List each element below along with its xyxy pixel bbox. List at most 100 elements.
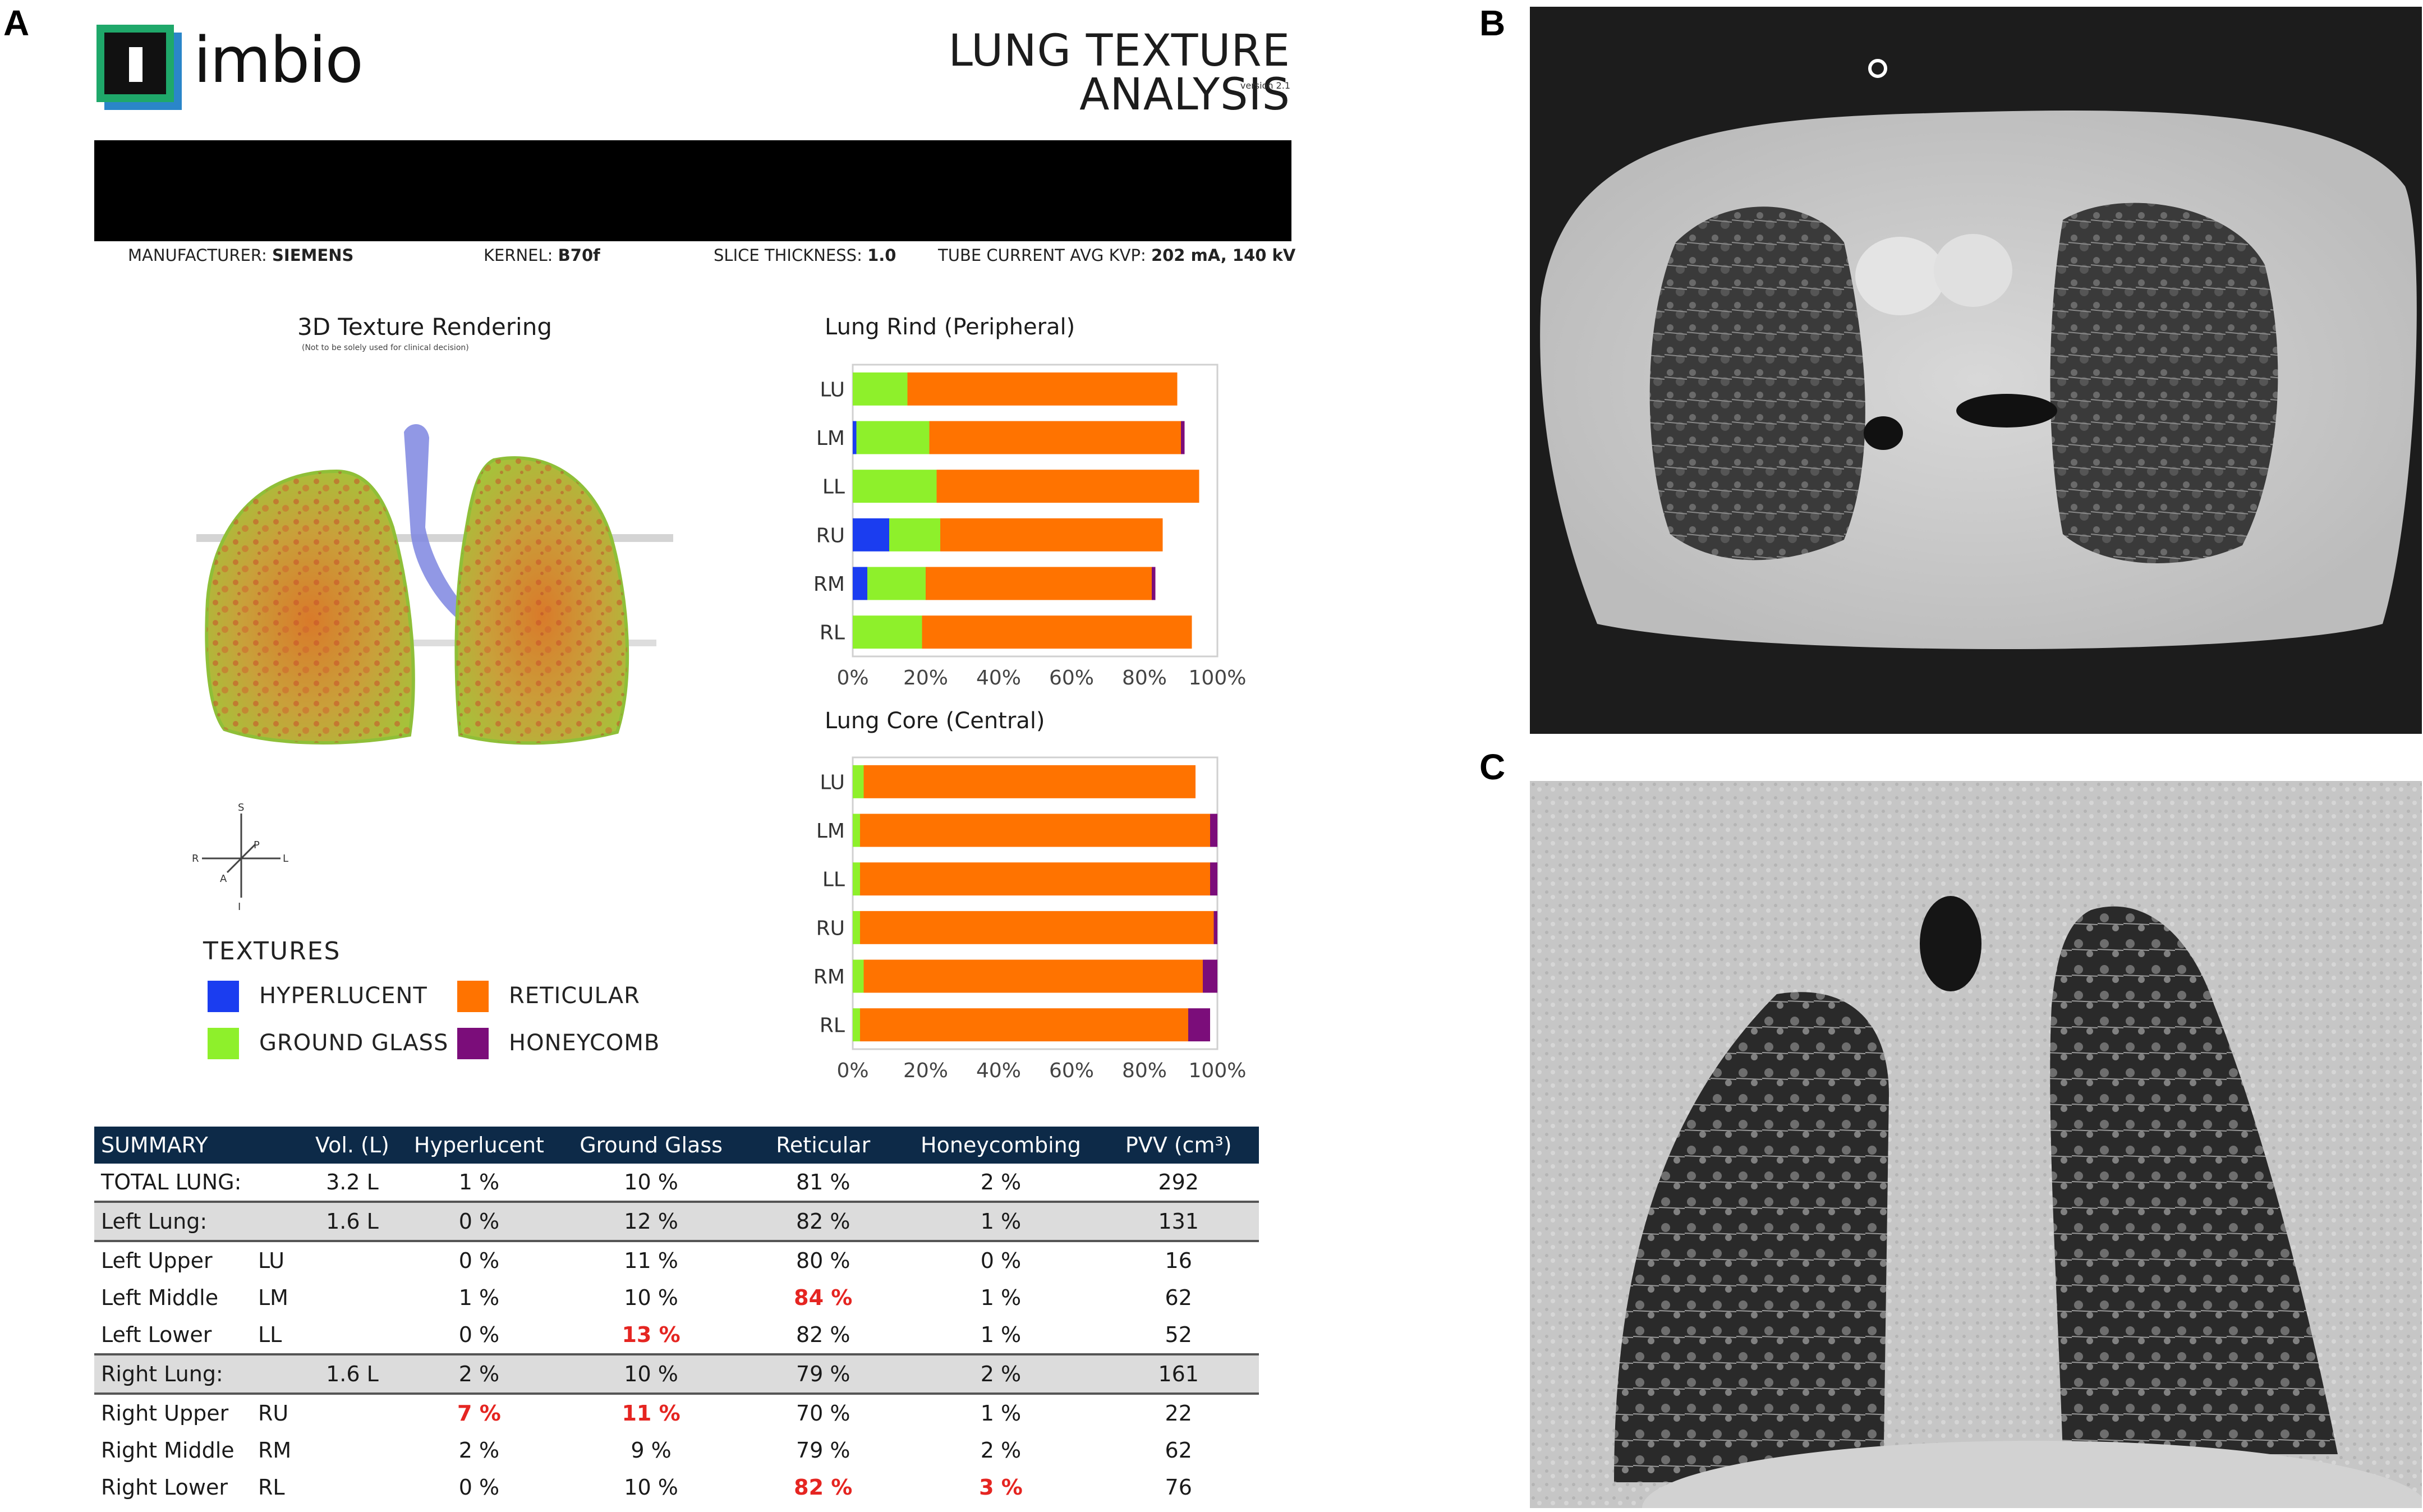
legend-reticular-label: RETICULAR <box>509 983 640 1009</box>
row-lobe-code: RL <box>258 1475 285 1500</box>
cell-pvv: 22 <box>1165 1401 1192 1426</box>
cell-pvv: 62 <box>1165 1438 1192 1463</box>
core-chart: LU LM LL RU RM RL 0% 20% 40% 60% 80% 100% <box>813 756 1247 1082</box>
rind-category-label: LM <box>816 427 845 450</box>
cell-volume: 3.2 L <box>326 1170 379 1194</box>
cell-honey: 2 % <box>903 1353 1098 1395</box>
rind-bar-ll-reticular <box>936 470 1199 503</box>
rind-plot-frame <box>852 364 1219 658</box>
core-bar-rl-reticular <box>860 1008 1188 1042</box>
core-bar-ll-ground-glass <box>853 862 860 896</box>
cell-pvv: 76 <box>1165 1475 1192 1500</box>
report-title: LUNG TEXTURE ANALYSIS <box>948 26 1290 120</box>
row-lobe-code: LU <box>258 1248 285 1273</box>
cell-ret: 82 % <box>796 1322 850 1347</box>
panel-label-b: B <box>1479 3 1506 43</box>
row-lobe-code: RU <box>258 1401 289 1426</box>
core-x-tick-label: 20% <box>903 1059 948 1082</box>
cell-ret: 70 % <box>796 1401 850 1426</box>
rind-bar-lu-ground-glass <box>853 372 908 406</box>
summary-header-row: SUMMARY Vol. (L) Hyperlucent Ground Glas… <box>94 1127 1259 1164</box>
textures-legend-title: TEXTURES <box>203 937 341 966</box>
cell-hyper: 0 % <box>458 1322 500 1347</box>
core-bar-lm-ground-glass <box>853 814 860 847</box>
rendering-title: 3D Texture Rendering <box>297 313 552 341</box>
cell-volume <box>306 1394 398 1432</box>
core-bar-lu-reticular <box>863 765 1196 798</box>
summary-row-label: Left Lung: <box>94 1201 306 1242</box>
tube-current-info: TUBE CURRENT AVG KVP: 202 mA, 140 kV <box>938 246 1296 265</box>
core-bar-lu-ground-glass <box>853 765 864 798</box>
core-bar-ru-ground-glass <box>853 911 860 944</box>
cell-honey: 2 % <box>980 1170 1022 1194</box>
legend-hyperlucent-label: HYPERLUCENT <box>259 983 427 1009</box>
legend-ground-glass-label: GROUND GLASS <box>259 1030 449 1056</box>
cell-honey: 0 % <box>980 1248 1022 1273</box>
cell-honey: 1 % <box>903 1201 1098 1242</box>
rind-category-label: LU <box>820 378 845 401</box>
col-honeycombing: Honeycombing <box>903 1127 1098 1164</box>
col-reticular: Reticular <box>742 1127 904 1164</box>
cell-gg: 11 % <box>622 1401 681 1426</box>
rind-bar-rm-reticular <box>926 567 1152 600</box>
legend-honeycomb-swatch <box>457 1028 489 1059</box>
summary-row-label: Left Middle LM <box>94 1279 306 1316</box>
ct-axial-image <box>1530 7 2422 734</box>
logo-wordmark: imbio <box>194 24 364 97</box>
row-name: Left Lung: <box>101 1209 208 1234</box>
cell-hyper: 2 % <box>458 1438 500 1463</box>
core-category-label: RU <box>816 917 845 940</box>
row-name: Right Middle <box>101 1438 235 1463</box>
summary-row: Right Upper RU 7 % 11 % 70 % 1 % 22 <box>94 1394 1259 1432</box>
core-bar-rm-reticular <box>863 959 1203 993</box>
core-bar-rl-honeycomb <box>1188 1008 1210 1042</box>
summary-row-label: Right Upper RU <box>94 1394 306 1432</box>
core-x-tick-label: 100% <box>1189 1059 1247 1082</box>
summary-row-label: Right Middle RM <box>94 1432 306 1469</box>
summary-row: Left Lower LL 0 % 13 % 82 % 1 % 52 <box>94 1316 1259 1354</box>
core-bar-rl-ground-glass <box>853 1008 860 1042</box>
svg-text:I: I <box>238 901 241 913</box>
panel-label-c: C <box>1479 747 1506 787</box>
cell-hyper: 1 % <box>458 1170 500 1194</box>
row-lobe-code: LL <box>258 1322 282 1347</box>
cell-gg: 10 % <box>624 1170 678 1194</box>
ct-coronal-image <box>1530 781 2422 1508</box>
cell-gg: 10 % <box>624 1285 678 1310</box>
rind-x-tick-label: 40% <box>976 667 1021 690</box>
rind-chart-title: Lung Rind (Peripheral) <box>825 314 1075 340</box>
cell-hyper: 1 % <box>458 1285 500 1310</box>
cell-ret: 79 % <box>796 1438 850 1463</box>
summary-row: TOTAL LUNG: 3.2 L 1 % 10 % 81 % 2 % 292 <box>94 1164 1259 1202</box>
cell-volume <box>306 1432 398 1469</box>
row-name: Left Lower <box>101 1322 212 1347</box>
rind-bar-lm-honeycomb <box>1181 421 1185 454</box>
orientation-marker-icon: S I R L A P <box>192 802 288 913</box>
cell-volume <box>306 1316 398 1354</box>
rind-bar-rl-reticular <box>922 615 1192 649</box>
rind-chart: LU LM LL RU RM RL 0% 20% 40% 60% 80% 100% <box>813 364 1247 690</box>
cell-ret: 82 % <box>742 1201 904 1242</box>
core-category-label: RL <box>820 1014 845 1037</box>
redacted-patient-bar <box>94 140 1291 241</box>
summary-row-label: Left Upper LU <box>94 1241 306 1279</box>
cell-pvv: 62 <box>1165 1285 1192 1310</box>
cell-pvv: 292 <box>1158 1170 1199 1194</box>
svg-text:R: R <box>192 853 199 865</box>
cell-hyper: 0 % <box>458 1475 500 1500</box>
core-bar-ru-honeycomb <box>1213 911 1217 944</box>
legend-honeycomb-label: HONEYCOMB <box>509 1030 660 1056</box>
core-bar-ll-reticular <box>860 862 1210 896</box>
summary-row-label: Right Lower RL <box>94 1469 306 1506</box>
rind-x-tick-label: 100% <box>1189 667 1247 690</box>
cell-pvv: 52 <box>1165 1322 1192 1347</box>
col-summary: SUMMARY <box>94 1127 306 1164</box>
col-ground-glass: Ground Glass <box>559 1127 743 1164</box>
core-plot-frame <box>852 756 1219 1050</box>
rind-x-tick-label: 20% <box>903 667 948 690</box>
cell-honey: 3 % <box>979 1475 1023 1500</box>
cell-volume <box>306 1241 398 1279</box>
summary-row: Right Middle RM 2 % 9 % 79 % 2 % 62 <box>94 1432 1259 1469</box>
core-category-label: RM <box>813 966 845 989</box>
